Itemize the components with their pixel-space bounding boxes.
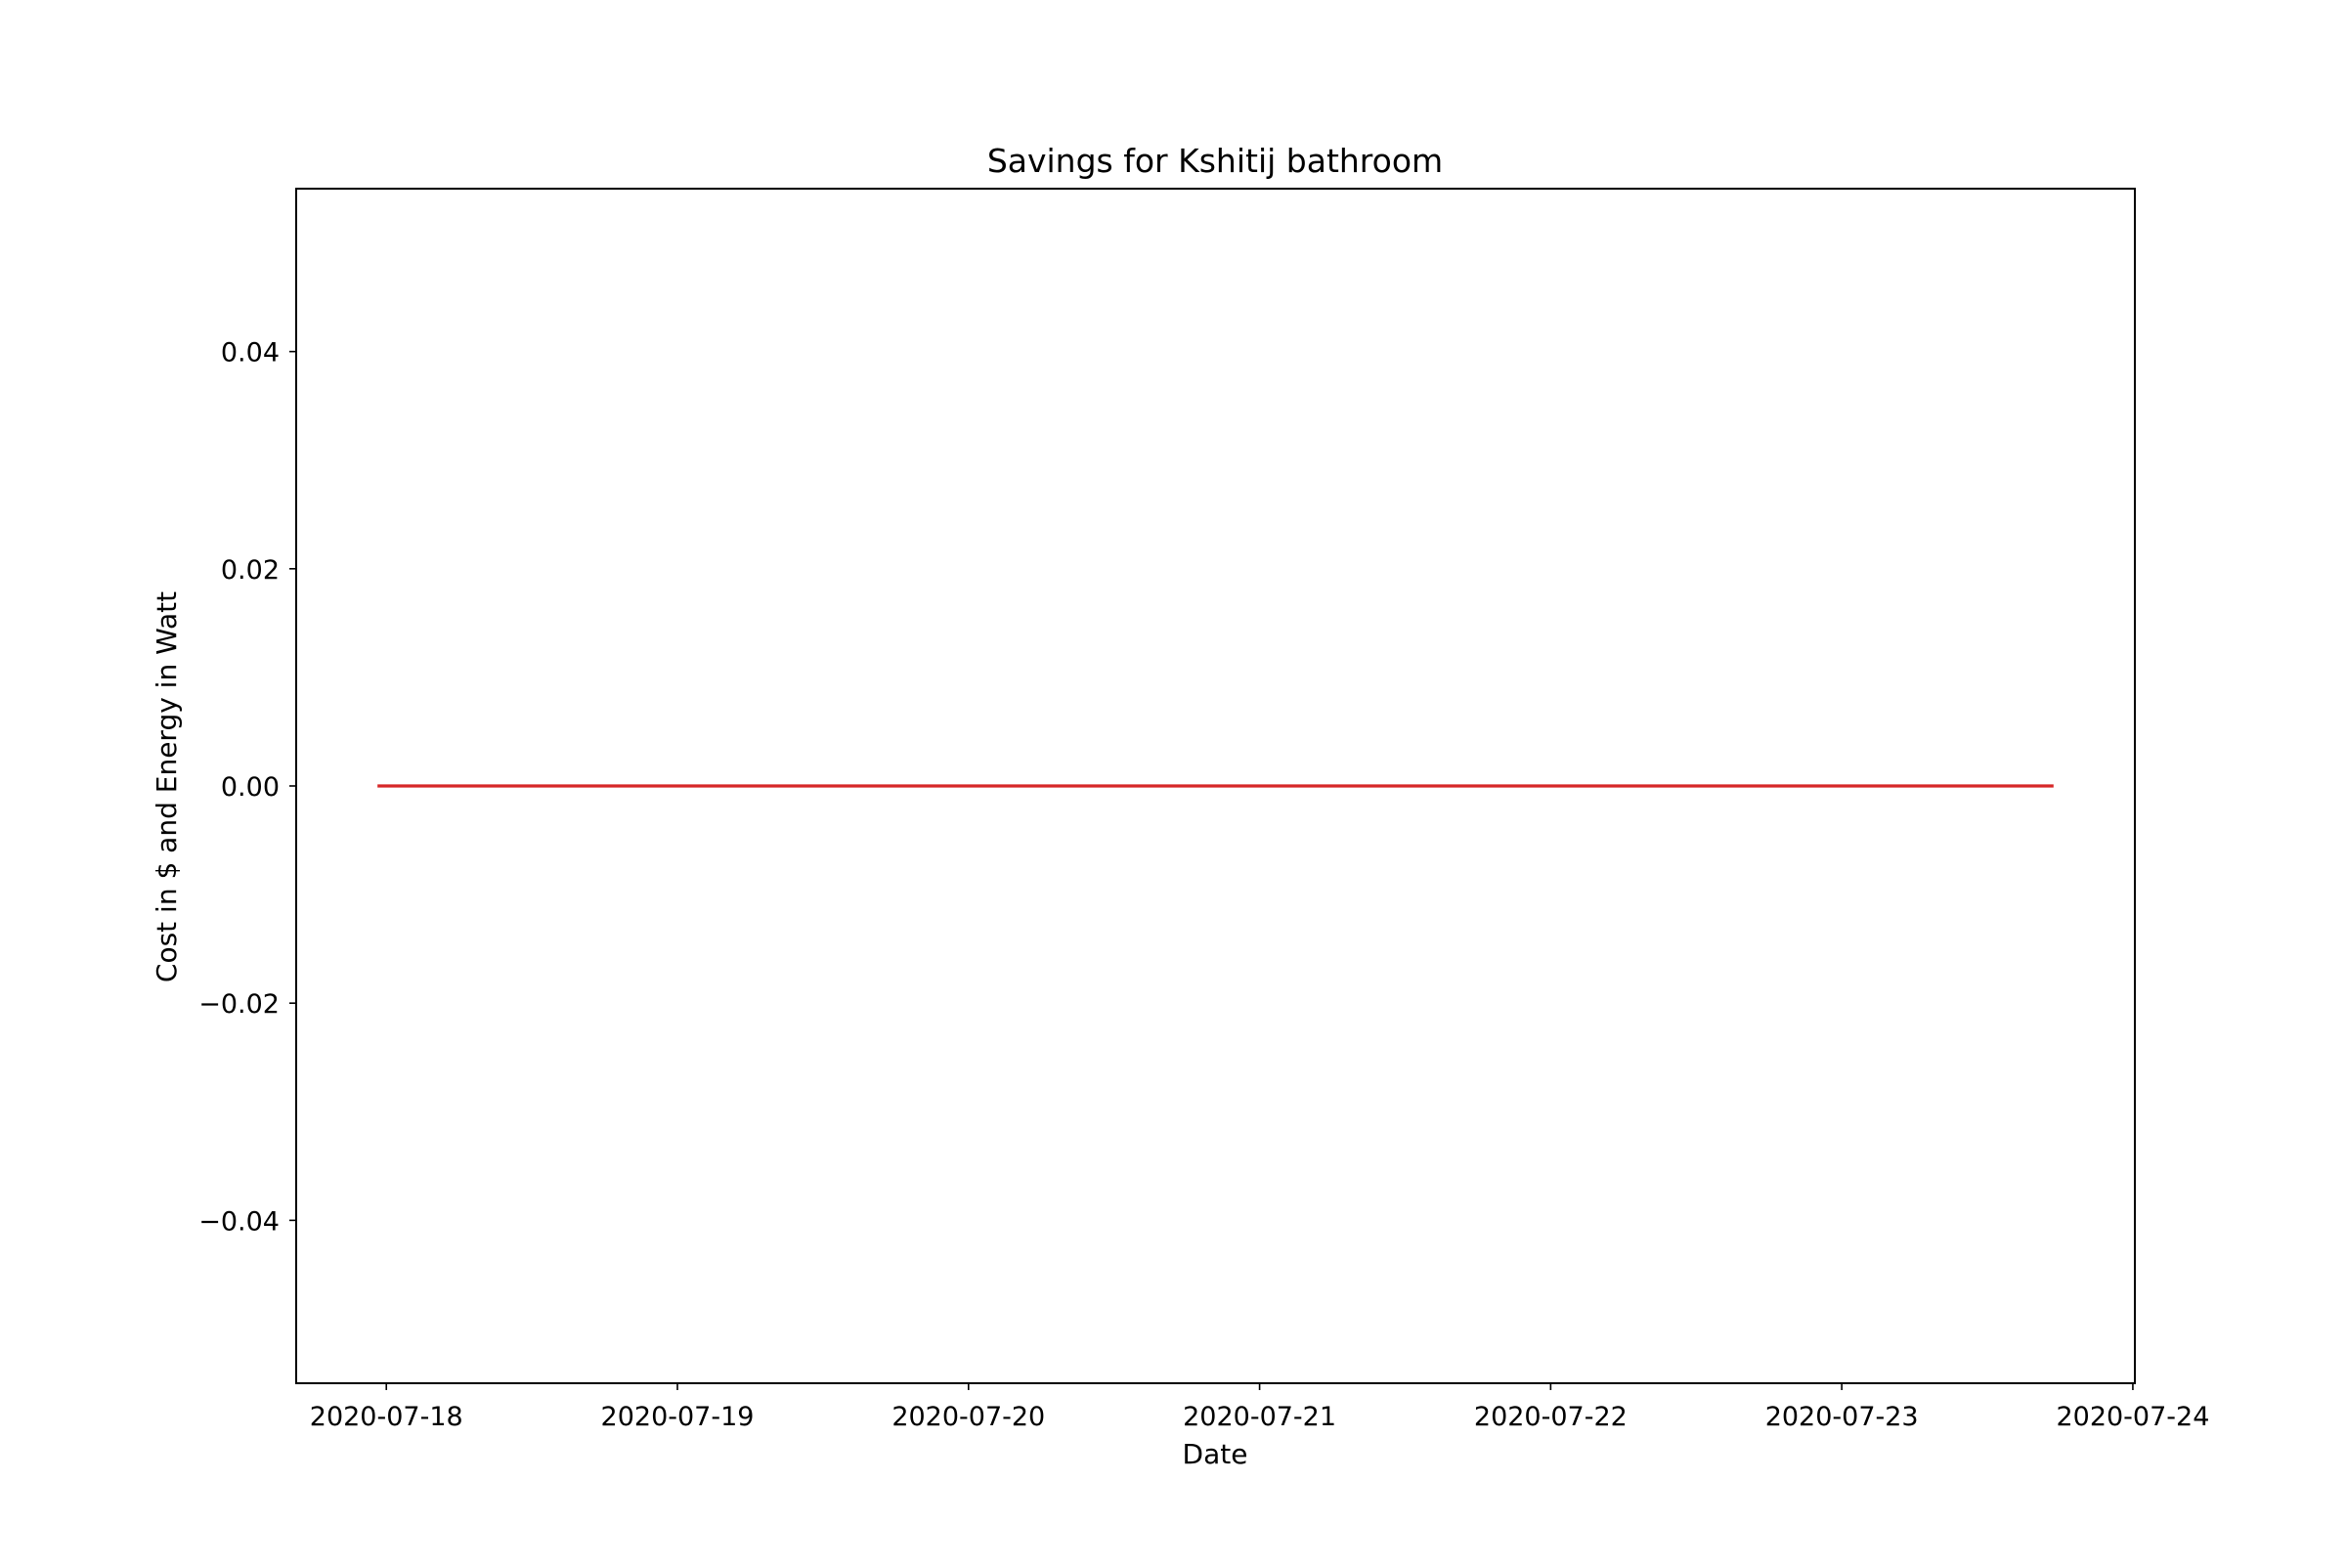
- y-tick-label-2: 0.00: [221, 772, 280, 803]
- x-axis-ticks: 2020-07-18 2020-07-19 2020-07-20 2020-07-21…: [310, 1383, 2209, 1432]
- x-tick-label-0: 2020-07-18: [310, 1402, 463, 1432]
- y-tick-label-0: −0.04: [198, 1206, 280, 1237]
- x-tick-label-3: 2020-07-21: [1183, 1402, 1336, 1432]
- x-tick-label-4: 2020-07-22: [1474, 1402, 1628, 1432]
- plot-area: [295, 188, 2136, 1384]
- x-tick-label-5: 2020-07-23: [1765, 1402, 1919, 1432]
- y-tick-label-1: −0.02: [198, 989, 280, 1020]
- y-axis-ticks: −0.04 −0.02 0.00 0.02 0.04: [198, 338, 296, 1237]
- x-tick-label-1: 2020-07-19: [601, 1402, 755, 1432]
- x-tick-label-2: 2020-07-20: [891, 1402, 1045, 1432]
- x-tick-label-6: 2020-07-24: [2056, 1402, 2209, 1432]
- x-axis-label: Date: [1183, 1438, 1248, 1470]
- chart-title: Savings for Kshitij bathroom: [987, 142, 1443, 180]
- y-axis-label: Cost in $ and Energy in Watt: [151, 591, 183, 982]
- y-tick-label-4: 0.04: [221, 338, 280, 369]
- y-tick-label-3: 0.02: [221, 555, 280, 586]
